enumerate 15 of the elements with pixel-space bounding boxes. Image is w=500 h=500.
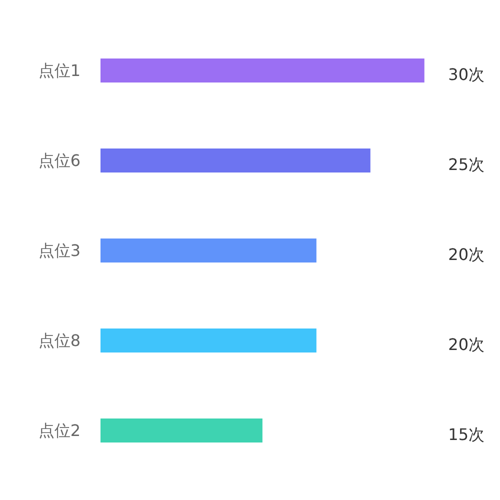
y-tick-label: 点位1 (38, 61, 81, 80)
bar (100, 238, 316, 263)
data-label: 30次 (448, 65, 484, 84)
bar (100, 148, 370, 173)
y-tick-label: 点位8 (38, 331, 81, 350)
data-label: 20次 (448, 335, 484, 354)
y-tick-label: 点位3 (38, 241, 81, 260)
y-tick-label: 点位6 (38, 151, 81, 170)
bar (100, 328, 316, 353)
bar (100, 418, 262, 443)
y-tick-label: 点位2 (38, 421, 81, 440)
data-label: 15次 (448, 425, 484, 444)
bar (100, 58, 424, 83)
data-label: 25次 (448, 155, 484, 174)
data-label: 20次 (448, 245, 484, 264)
